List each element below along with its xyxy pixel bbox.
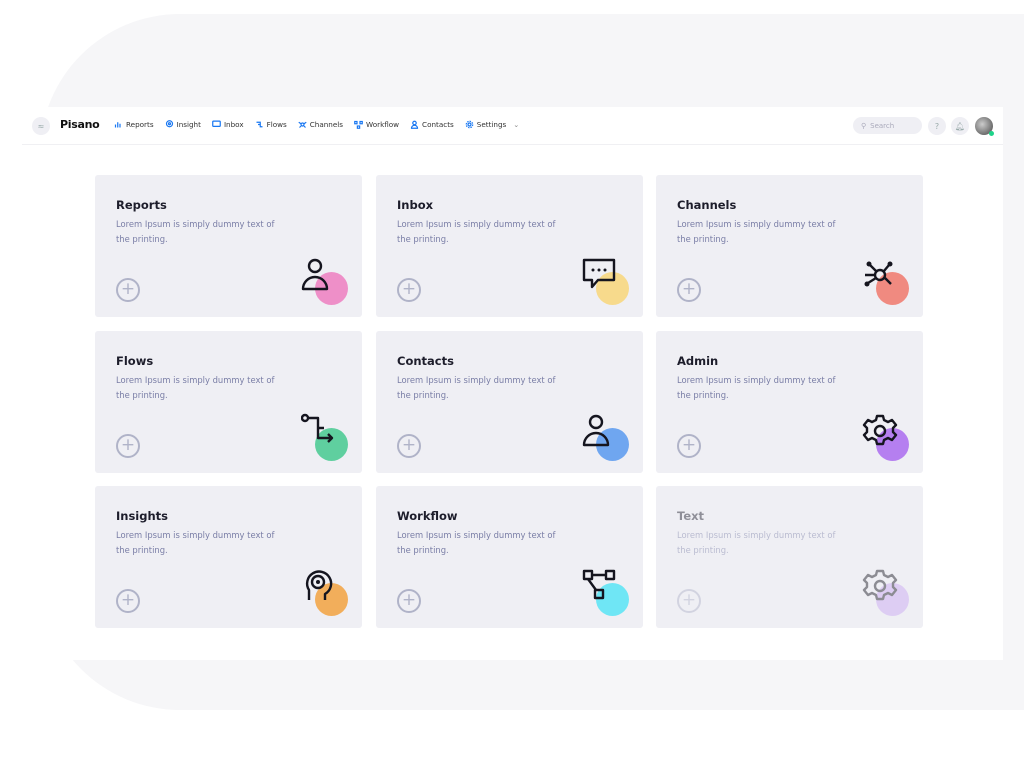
bar-chart-icon <box>114 122 121 128</box>
card-channels[interactable]: Channels Lorem Ipsum is simply dummy text… <box>656 175 923 317</box>
workflow-icon <box>582 569 616 600</box>
nav-item-insight[interactable]: Insight <box>165 120 201 129</box>
plus-icon: + <box>401 590 417 610</box>
flow-icon <box>256 121 263 128</box>
plus-icon: + <box>401 279 417 299</box>
workflow-icon <box>354 120 363 129</box>
card-title: Admin <box>677 354 719 368</box>
gear-icon <box>862 414 898 446</box>
plus-icon: + <box>120 279 136 299</box>
network-icon <box>864 261 893 287</box>
accent-circle <box>876 583 909 616</box>
card-inbox[interactable]: Inbox Lorem Ipsum is simply dummy text of… <box>376 175 643 317</box>
card-description: Lorem Ipsum is simply dummy text of the … <box>677 530 836 555</box>
chat-icon <box>212 120 221 127</box>
nav-item-settings[interactable]: Settings ⌄ <box>465 120 520 129</box>
card-flows[interactable]: Flows Lorem Ipsum is simply dummy text of… <box>95 331 362 473</box>
card-title: Reports <box>116 198 167 212</box>
top-nav: ≈ Pisano Reports Insight Inbox Flows Channel… <box>22 107 1003 145</box>
card-description: Lorem Ipsum is simply dummy text of the … <box>677 219 836 244</box>
card-title: Text <box>677 509 705 523</box>
plus-icon: + <box>401 435 417 455</box>
add-button[interactable]: + <box>397 589 421 613</box>
card-description: Lorem Ipsum is simply dummy text of the … <box>397 219 556 244</box>
network-icon <box>298 121 307 128</box>
add-button[interactable]: + <box>116 278 140 302</box>
gear-icon <box>862 569 898 601</box>
card-title: Contacts <box>397 354 454 368</box>
search-icon: ⚲ <box>861 121 867 130</box>
plus-icon: + <box>120 590 136 610</box>
card-workflow[interactable]: Workflow Lorem Ipsum is simply dummy text… <box>376 486 643 628</box>
search-input[interactable]: ⚲ Search <box>853 117 922 134</box>
plus-icon: + <box>681 279 697 299</box>
add-button[interactable]: + <box>677 434 701 458</box>
nav-item-channels[interactable]: Channels <box>298 120 343 129</box>
user-icon <box>582 414 610 447</box>
avatar[interactable] <box>975 117 994 136</box>
add-button[interactable]: + <box>397 434 421 458</box>
head-icon <box>165 120 173 128</box>
nav-item-workflow[interactable]: Workflow <box>354 120 399 129</box>
accent-circle <box>596 583 629 616</box>
plus-icon: + <box>681 435 697 455</box>
flow-icon <box>301 413 334 443</box>
gear-icon <box>465 120 474 129</box>
add-button[interactable]: + <box>397 278 421 302</box>
card-title: Insights <box>116 509 169 523</box>
nav-item-flows[interactable]: Flows <box>255 120 287 129</box>
card-admin[interactable]: Admin Lorem Ipsum is simply dummy text of… <box>656 331 923 473</box>
accent-circle <box>315 428 348 461</box>
menu-toggle-button[interactable]: ≈ <box>32 117 50 135</box>
card-text[interactable]: Text Lorem Ipsum is simply dummy text of … <box>656 486 923 628</box>
accent-circle <box>876 272 909 305</box>
card-description: Lorem Ipsum is simply dummy text of the … <box>677 375 836 400</box>
card-description: Lorem Ipsum is simply dummy text of the … <box>116 530 275 555</box>
card-title: Inbox <box>397 198 434 212</box>
head-icon <box>305 570 333 600</box>
help-icon: ? <box>934 121 940 131</box>
online-status-dot <box>989 131 994 136</box>
plus-icon: + <box>120 435 136 455</box>
card-title: Channels <box>677 198 737 212</box>
card-description: Lorem Ipsum is simply dummy text of the … <box>397 375 556 400</box>
notifications-button[interactable]: 🔔︎ <box>951 117 969 135</box>
card-description: Lorem Ipsum is simply dummy text of the … <box>116 375 275 400</box>
card-title: Workflow <box>397 509 458 523</box>
plus-icon: + <box>681 590 697 610</box>
logo: Pisano <box>60 118 100 131</box>
help-button[interactable]: ? <box>928 117 946 135</box>
card-contacts[interactable]: Contacts Lorem Ipsum is simply dummy text… <box>376 331 643 473</box>
add-button[interactable]: + <box>116 589 140 613</box>
nav-item-inbox[interactable]: Inbox <box>212 120 244 129</box>
user-icon <box>301 258 329 291</box>
nav-item-reports[interactable]: Reports <box>114 120 154 129</box>
card-description: Lorem Ipsum is simply dummy text of the … <box>116 219 275 244</box>
chevron-down-icon: ⌄ <box>513 120 520 129</box>
card-description: Lorem Ipsum is simply dummy text of the … <box>397 530 556 555</box>
bell-icon: 🔔︎ <box>954 121 966 131</box>
accent-circle <box>596 272 629 305</box>
add-button[interactable]: + <box>677 278 701 302</box>
chat-icon <box>582 258 616 289</box>
add-button[interactable]: + <box>116 434 140 458</box>
card-title: Flows <box>116 354 154 368</box>
card-reports[interactable]: Reports Lorem Ipsum is simply dummy text … <box>95 175 362 317</box>
add-button[interactable]: + <box>677 589 701 613</box>
nav-item-contacts[interactable]: Contacts <box>410 120 454 129</box>
card-insights[interactable]: Insights Lorem Ipsum is simply dummy text… <box>95 486 362 628</box>
user-icon <box>410 120 419 129</box>
